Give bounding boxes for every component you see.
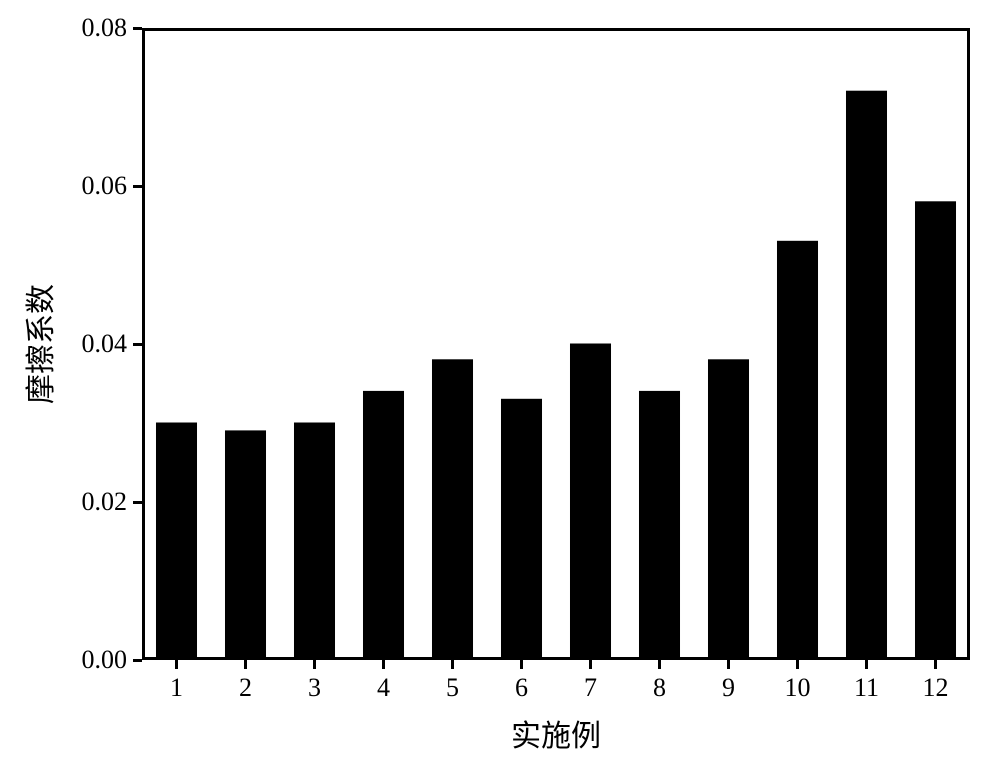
x-tick-label: 12 [923, 673, 949, 703]
friction-chart: 摩擦系数 实施例 0.000.020.040.060.08 1234567891… [0, 0, 1000, 772]
bar [432, 360, 472, 657]
bar [846, 91, 886, 657]
y-tick [133, 343, 142, 346]
y-tick-label: 0.02 [82, 487, 128, 517]
x-tick [727, 660, 730, 669]
y-tick-label: 0.06 [82, 171, 128, 201]
x-tick [934, 660, 937, 669]
bar [363, 391, 403, 657]
x-tick-label: 3 [308, 673, 321, 703]
y-tick [133, 185, 142, 188]
y-tick [133, 659, 142, 662]
x-tick-label: 5 [446, 673, 459, 703]
bar [777, 241, 817, 657]
x-tick [382, 660, 385, 669]
y-tick [133, 27, 142, 30]
bar [915, 202, 955, 657]
bar [570, 344, 610, 657]
y-tick-label: 0.08 [82, 13, 128, 43]
y-tick [133, 501, 142, 504]
bar [156, 423, 196, 657]
x-tick-label: 11 [854, 673, 879, 703]
plot-area [142, 28, 970, 660]
x-tick-label: 9 [722, 673, 735, 703]
x-tick-label: 2 [239, 673, 252, 703]
bars-layer [142, 28, 970, 660]
x-tick-label: 7 [584, 673, 597, 703]
y-tick-label: 0.04 [82, 329, 128, 359]
x-tick [658, 660, 661, 669]
x-tick [244, 660, 247, 669]
bar [708, 360, 748, 657]
bar [225, 431, 265, 657]
x-tick-label: 1 [170, 673, 183, 703]
x-tick [865, 660, 868, 669]
frame-right [967, 28, 970, 660]
bar [294, 423, 334, 657]
x-tick-label: 10 [785, 673, 811, 703]
x-tick [796, 660, 799, 669]
bar [639, 391, 679, 657]
x-tick [313, 660, 316, 669]
frame-left [142, 28, 145, 660]
y-tick-label: 0.00 [82, 645, 128, 675]
x-tick-label: 6 [515, 673, 528, 703]
x-tick [589, 660, 592, 669]
x-tick [175, 660, 178, 669]
x-tick-label: 4 [377, 673, 390, 703]
frame-bottom [142, 657, 970, 660]
x-tick [520, 660, 523, 669]
bar [501, 399, 541, 657]
y-axis-label: 摩擦系数 [16, 284, 60, 404]
frame-top [142, 28, 970, 31]
x-tick [451, 660, 454, 669]
x-tick-label: 8 [653, 673, 666, 703]
x-axis-label: 实施例 [511, 711, 601, 755]
